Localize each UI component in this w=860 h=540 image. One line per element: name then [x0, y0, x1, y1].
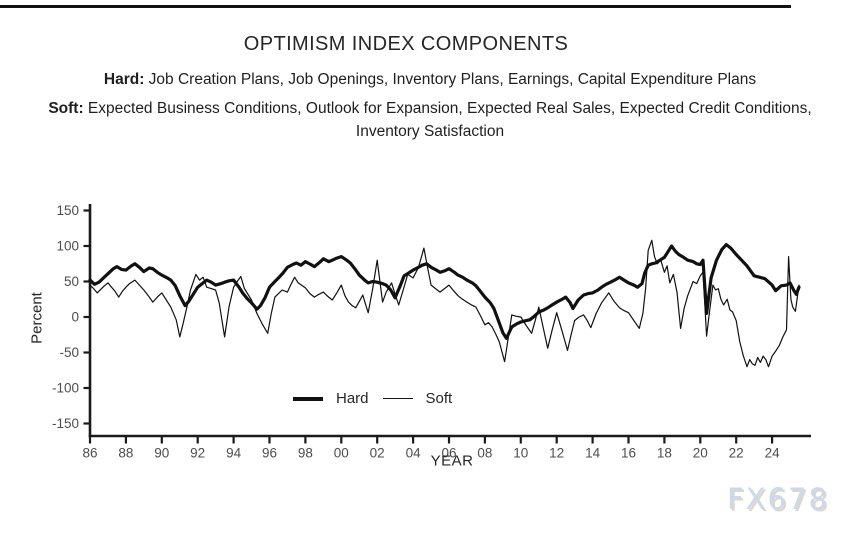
svg-text:86: 86: [82, 446, 97, 461]
svg-text:100: 100: [56, 239, 79, 254]
svg-text:92: 92: [190, 446, 205, 461]
y-axis-ticks: 150 100 50 0 -50 -100 -150: [52, 203, 89, 431]
soft-series-line: [89, 239, 800, 368]
svg-text:90: 90: [154, 446, 169, 461]
legend-label-hard: Hard: [336, 390, 369, 407]
svg-text:88: 88: [118, 446, 133, 461]
x-axis-label: YEAR: [430, 452, 474, 470]
soft-line-swatch: [382, 397, 413, 400]
svg-text:94: 94: [226, 446, 242, 461]
svg-text:10: 10: [513, 446, 528, 461]
x-axis-ticks: 86 88 90 92 94 96 98 00 02 04 06 08 10 12 14 16 18 20 22 24: [82, 437, 780, 461]
subtitle-hard-prefix: Hard:: [103, 71, 145, 88]
y-axis-label: Percent: [28, 292, 46, 344]
svg-text:18: 18: [657, 446, 672, 461]
svg-text:14: 14: [585, 446, 601, 461]
legend: Hard Soft: [293, 390, 452, 407]
svg-text:50: 50: [64, 274, 79, 289]
svg-text:98: 98: [298, 446, 313, 461]
svg-text:-50: -50: [59, 345, 79, 360]
subtitle-soft-components: Soft: Expected Business Conditions, Outl…: [44, 98, 816, 143]
chart-title: OPTIMISM INDEX COMPONENTS: [243, 33, 569, 55]
svg-text:24: 24: [765, 446, 781, 461]
svg-text:96: 96: [262, 446, 277, 461]
chart-header: OPTIMISM INDEX COMPONENTS Hard: Job Crea…: [0, 0, 860, 143]
svg-text:04: 04: [406, 446, 422, 461]
subtitle-soft-text: Expected Business Conditions, Outlook fo…: [83, 100, 812, 140]
svg-text:16: 16: [621, 446, 636, 461]
subtitle-hard-text: Job Creation Plans, Job Openings, Invent…: [144, 71, 757, 88]
subtitle-soft-prefix: Soft:: [48, 100, 84, 118]
svg-text:12: 12: [549, 446, 564, 461]
svg-text:08: 08: [477, 446, 492, 461]
svg-text:20: 20: [693, 446, 708, 461]
legend-label-soft: Soft: [425, 390, 453, 407]
svg-text:02: 02: [370, 446, 385, 461]
axes: [88, 204, 811, 438]
svg-text:150: 150: [56, 203, 79, 218]
svg-text:00: 00: [334, 446, 349, 461]
hard-series-line: [88, 243, 801, 340]
svg-text:22: 22: [729, 446, 744, 461]
top-border-rule: [0, 5, 791, 8]
fx678-watermark: FX678: [727, 482, 829, 516]
svg-text:-150: -150: [52, 416, 79, 431]
svg-text:0: 0: [71, 310, 79, 325]
legend-item-hard: Hard: [293, 390, 369, 407]
subtitle-hard-components: Hard: Job Creation Plans, Job Openings, …: [15, 69, 845, 91]
hard-line-swatch: [293, 396, 323, 401]
svg-text:-100: -100: [52, 381, 79, 396]
legend-item-soft: Soft: [382, 390, 453, 407]
svg-text:06: 06: [441, 446, 456, 461]
